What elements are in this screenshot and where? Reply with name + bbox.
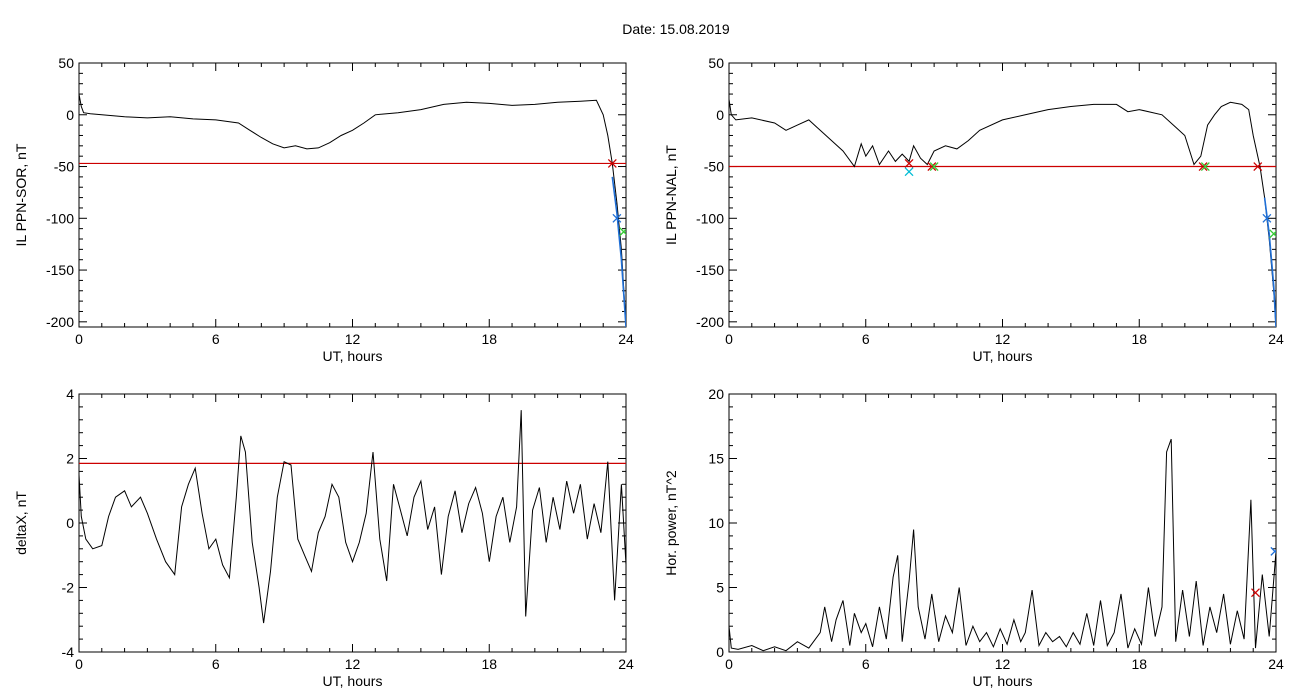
plot-frame: [728, 62, 1277, 328]
series-line-1: [79, 410, 626, 624]
plot-frame: [78, 62, 627, 328]
x-tick-label: 6: [212, 656, 220, 672]
y-axis-label: deltaX, nT: [13, 491, 29, 555]
plot-frame: [728, 393, 1277, 653]
x-axis-label: UT, hours: [973, 673, 1033, 689]
y-axis-label: IL PPN-NAL, nT: [663, 145, 679, 245]
x-tick-label: 24: [618, 656, 634, 672]
y-tick-label: 0: [716, 644, 724, 660]
plot-area: [79, 410, 626, 624]
page-title: Date: 15.08.2019: [622, 21, 730, 37]
y-tick-label: -100: [696, 210, 724, 226]
y-tick-label: 50: [708, 55, 724, 71]
x-axis-label: UT, hours: [323, 348, 383, 364]
y-tick-label: 2: [66, 451, 74, 467]
data-marker: [904, 158, 914, 168]
data-marker: [1270, 546, 1276, 556]
x-tick-label: 0: [75, 331, 83, 347]
data-marker: [929, 162, 939, 171]
y-axis-label: IL PPN-SOR, nT: [13, 143, 29, 246]
x-tick-label: 24: [1268, 656, 1284, 672]
data-marker: [607, 158, 617, 168]
series-line-1: [729, 438, 1276, 652]
series-line-1: [729, 99, 1276, 327]
y-axis-label: Hor. power, nT^2: [663, 470, 679, 576]
y-tick-label: -150: [696, 262, 724, 278]
y-tick-label: -4: [62, 644, 75, 660]
plot-area: [729, 99, 1276, 327]
y-tick-label: 50: [58, 55, 74, 71]
x-tick-label: 24: [1268, 331, 1284, 347]
data-marker: [612, 213, 622, 223]
data-marker: [619, 227, 626, 237]
y-tick-label: 20: [708, 386, 724, 402]
data-marker: [1200, 162, 1210, 171]
x-tick-label: 0: [725, 656, 733, 672]
series-line-2: [1263, 197, 1276, 327]
x-tick-label: 24: [618, 331, 634, 347]
x-axis-label: UT, hours: [973, 348, 1033, 364]
y-tick-label: 5: [716, 580, 724, 596]
y-tick-label: -2: [62, 580, 75, 596]
x-tick-label: 0: [725, 331, 733, 347]
y-tick-label: 4: [66, 386, 74, 402]
x-axis-label: UT, hours: [323, 673, 383, 689]
x-tick-label: 12: [995, 656, 1011, 672]
y-tick-label: 0: [716, 107, 724, 123]
x-tick-label: 12: [345, 331, 361, 347]
y-tick-label: -200: [696, 314, 724, 330]
x-tick-label: 12: [345, 656, 361, 672]
y-tick-label: 0: [66, 107, 74, 123]
chart-panel-4: 0 6 12 18 24 20 15 10 5 0 UT, hours Hor. power, nT^…: [663, 386, 1284, 689]
x-tick-label: 18: [481, 656, 497, 672]
series-line-2: [611, 176, 626, 327]
data-marker: [904, 167, 914, 177]
x-tick-label: 0: [75, 656, 83, 672]
x-tick-label: 18: [1131, 656, 1147, 672]
x-tick-label: 6: [862, 656, 870, 672]
series-line-1: [79, 94, 626, 327]
chart-panel-1: 0 6 12 18 24 50 0 -50 -100 -150 -200 UT, hours IL PP…: [13, 55, 634, 364]
data-marker: [927, 162, 937, 171]
y-tick-label: 10: [708, 515, 724, 531]
data-marker: [1253, 162, 1263, 171]
chart-panel-2: 0 6 12 18 24 50 0 -50 -100 -150 -200 UT, hours IL PP…: [663, 55, 1284, 364]
x-tick-label: 6: [862, 331, 870, 347]
x-tick-label: 18: [481, 331, 497, 347]
x-tick-label: 12: [995, 331, 1011, 347]
y-tick-label: -100: [46, 210, 74, 226]
chart-panel-3: 0 6 12 18 24 4 2 0 -2 -4 UT, hours deltaX, nT: [13, 386, 634, 689]
x-tick-label: 18: [1131, 331, 1147, 347]
data-marker: [1262, 213, 1272, 223]
data-marker: [1198, 162, 1208, 171]
y-tick-label: -50: [54, 159, 74, 175]
plot-area: [729, 438, 1276, 652]
y-tick-label: -50: [704, 159, 724, 175]
y-tick-label: -150: [46, 262, 74, 278]
y-tick-label: 0: [66, 515, 74, 531]
data-marker: [1269, 229, 1276, 239]
data-marker: [1251, 588, 1260, 598]
y-tick-label: 15: [708, 451, 724, 467]
x-tick-label: 6: [212, 331, 220, 347]
plot-area: [79, 94, 626, 327]
y-tick-label: -200: [46, 314, 74, 330]
